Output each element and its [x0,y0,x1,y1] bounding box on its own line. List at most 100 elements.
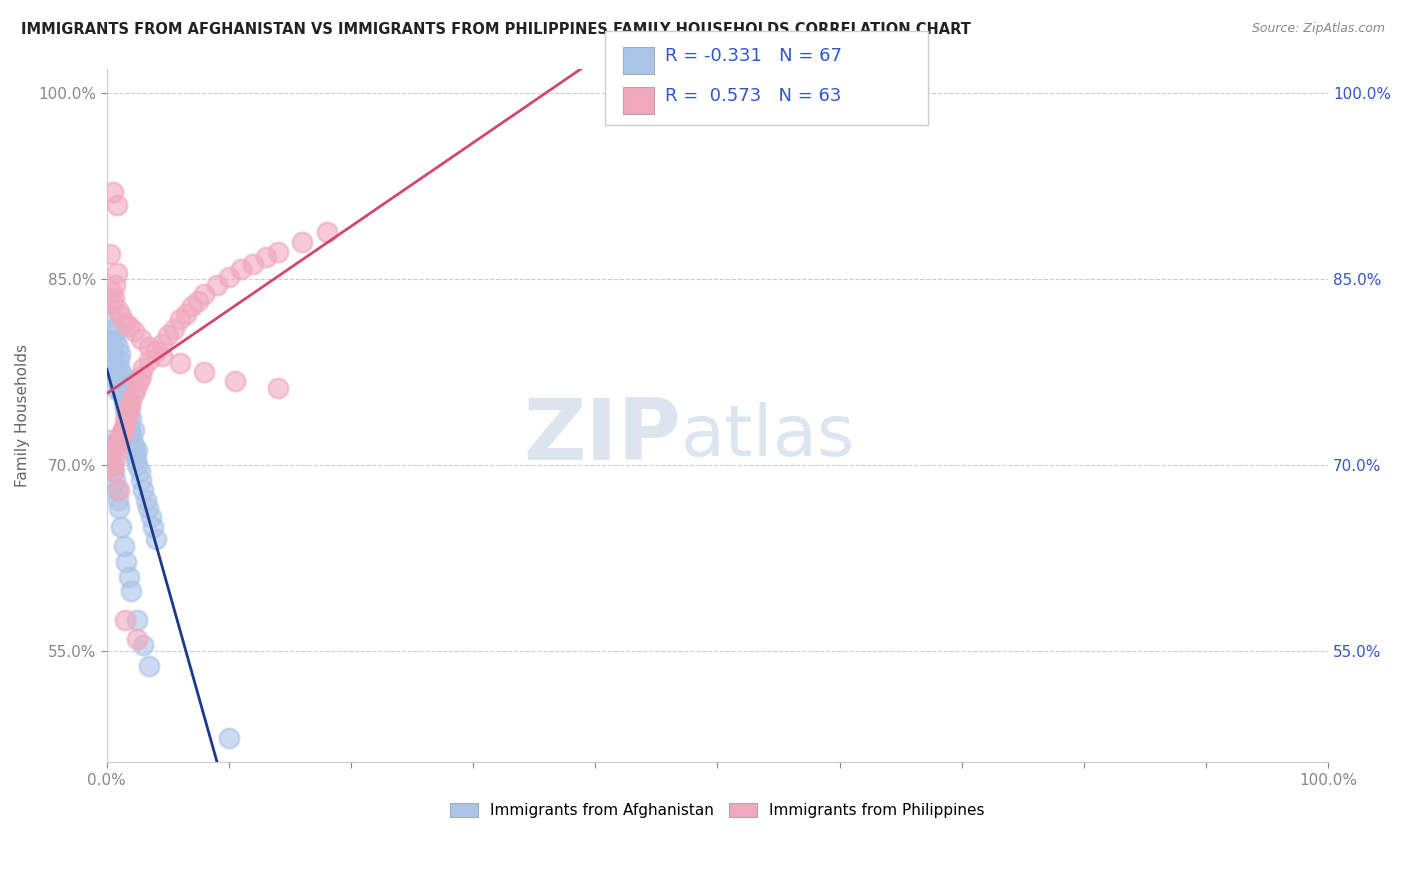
Point [107,303,129,318]
Point [101,322,124,336]
Point [110,520,132,534]
Point [132,361,155,376]
Point [117,411,139,425]
Point [138,658,160,673]
Point [115,555,138,569]
Text: ZIP: ZIP [523,395,681,478]
Point [205,278,228,293]
Point [150,336,173,351]
Point [118,421,141,435]
Point [132,483,155,497]
Point [128,374,150,388]
Point [105,198,128,212]
Point [100,340,122,354]
Point [118,399,141,413]
Point [122,386,145,401]
Point [103,371,125,385]
Point [105,483,128,497]
Point [120,427,142,442]
Point [136,501,159,516]
Point [118,423,141,437]
Point [101,297,124,311]
Point [104,365,127,379]
Point [111,368,134,383]
Point [112,421,135,435]
Point [150,349,173,363]
Text: atlas: atlas [681,401,855,471]
Point [108,371,131,385]
Point [120,393,142,408]
Point [100,434,122,448]
Point [242,257,264,271]
Point [100,458,122,472]
Point [120,584,142,599]
Point [101,458,124,472]
Point [104,451,127,466]
Point [100,334,122,348]
Point [114,316,136,330]
Point [112,396,135,410]
Point [315,225,337,239]
Point [169,311,191,326]
Point [127,632,149,646]
Point [105,440,128,454]
Point [127,443,149,458]
Point [108,377,131,392]
Point [122,324,145,338]
Point [125,381,148,395]
Point [120,411,142,425]
Point [169,356,191,370]
Point [104,473,127,487]
Point [118,319,141,334]
Text: Source: ZipAtlas.com: Source: ZipAtlas.com [1251,22,1385,36]
Point [118,399,141,413]
Point [122,423,145,437]
Point [104,278,127,293]
Point [101,186,124,200]
Point [121,434,143,448]
Point [129,473,152,487]
Text: R = -0.331   N = 67: R = -0.331 N = 67 [665,47,842,65]
Point [103,464,125,478]
Point [111,386,134,401]
Point [111,423,134,437]
Point [112,374,135,388]
Point [129,332,152,346]
Point [115,411,138,425]
Point [110,427,132,442]
Point [135,492,157,507]
Point [112,539,135,553]
Point [108,431,131,445]
Point [114,402,136,417]
Point [117,406,139,420]
Point [218,269,240,284]
Point [115,409,138,423]
Point [193,365,215,379]
Point [125,451,148,466]
Point [107,340,129,354]
Point [174,307,197,321]
Point [267,381,290,395]
Point [108,435,131,450]
Point [122,440,145,454]
Point [100,440,122,454]
Point [104,334,127,348]
Point [124,445,146,459]
Point [138,340,160,354]
Point [193,287,215,301]
Point [156,327,179,342]
Point [118,569,141,583]
Point [224,374,246,388]
Point [114,613,136,627]
Point [103,445,125,459]
Point [114,415,136,429]
Point [129,368,152,383]
Point [145,533,167,547]
Point [108,501,131,516]
Point [132,638,155,652]
Point [103,291,125,305]
Point [181,300,204,314]
Point [229,262,252,277]
Point [100,285,122,299]
Point [100,247,122,261]
